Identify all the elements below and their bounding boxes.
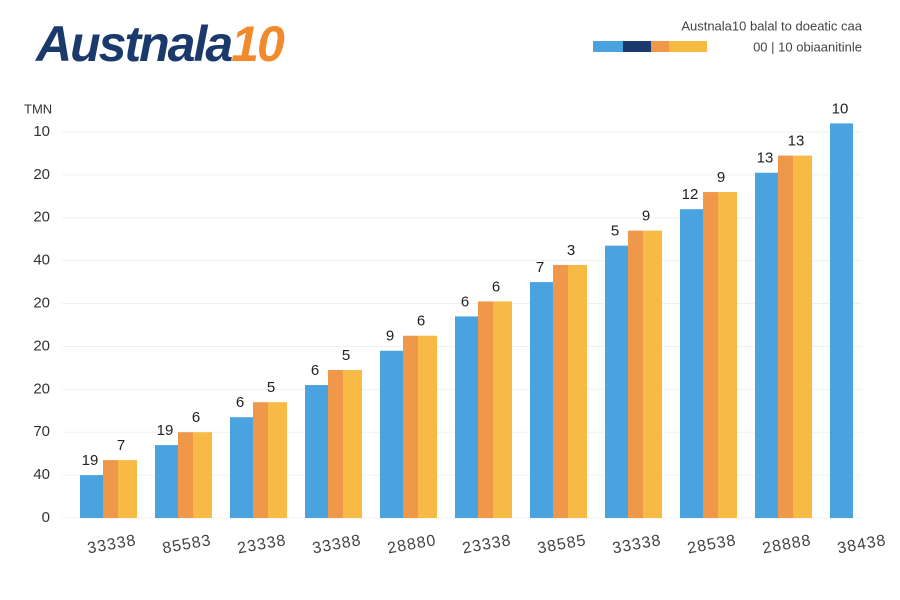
legend-swatch bbox=[593, 41, 623, 52]
x-tick-label: 28888 bbox=[761, 532, 813, 557]
bar-annotation: 6 bbox=[311, 362, 319, 379]
title-main: Austnala bbox=[34, 16, 232, 72]
bar bbox=[178, 432, 193, 518]
bar-annotation: 19 bbox=[82, 452, 99, 469]
bar bbox=[628, 230, 643, 518]
bar-annotation: 9 bbox=[386, 328, 394, 345]
y-tick-label: 40 bbox=[33, 466, 50, 483]
x-tick-label: 33388 bbox=[311, 532, 363, 557]
bar bbox=[455, 316, 478, 518]
bar bbox=[568, 264, 587, 518]
bar bbox=[478, 301, 493, 518]
bar-annotation: 6 bbox=[492, 278, 500, 295]
bar bbox=[793, 155, 812, 519]
bar bbox=[703, 192, 718, 519]
bar bbox=[230, 417, 253, 518]
bar-annotation: 5 bbox=[611, 223, 619, 240]
bar-annotation: 9 bbox=[642, 208, 650, 225]
title-suffix: 10 bbox=[231, 16, 285, 72]
x-tick-label: 23338 bbox=[461, 532, 513, 557]
bar-annotation: 5 bbox=[342, 347, 350, 364]
x-tick-label: 28538 bbox=[686, 532, 738, 557]
bar bbox=[268, 402, 287, 518]
y-axis-label: TMN bbox=[24, 101, 52, 116]
bar bbox=[103, 460, 118, 518]
y-tick-label: 20 bbox=[33, 380, 50, 397]
bar bbox=[530, 282, 553, 518]
y-tick-label: 20 bbox=[33, 209, 50, 226]
y-tick-label: 0 bbox=[42, 509, 50, 526]
x-tick-label: 38438 bbox=[836, 532, 888, 557]
bar-annotation: 6 bbox=[236, 394, 244, 411]
bar bbox=[305, 385, 328, 518]
bar-annotation: 6 bbox=[192, 409, 200, 426]
legend-swatch bbox=[651, 41, 669, 52]
bar bbox=[193, 432, 212, 518]
legend-subtext: 00 | 10 obiaanitinle bbox=[753, 39, 862, 54]
bar-annotation: 3 bbox=[567, 242, 575, 259]
x-tick-label: 33338 bbox=[86, 532, 138, 557]
y-tick-label: 40 bbox=[33, 252, 50, 269]
bar-annotation: 7 bbox=[117, 437, 125, 454]
y-tick-label: 20 bbox=[33, 337, 50, 354]
bar bbox=[155, 445, 178, 518]
bar bbox=[118, 460, 137, 518]
bar bbox=[80, 475, 103, 518]
legend-swatch bbox=[669, 41, 707, 52]
bar-annotation: 5 bbox=[267, 379, 275, 396]
chart-title: Austnala10 bbox=[34, 16, 285, 72]
y-tick-label: 70 bbox=[33, 423, 50, 440]
bar-annotation: 6 bbox=[461, 293, 469, 310]
bar bbox=[328, 370, 343, 518]
bar-annotation: 13 bbox=[757, 150, 774, 167]
bar bbox=[643, 230, 662, 518]
bar bbox=[680, 209, 703, 518]
bar bbox=[418, 335, 437, 518]
legend-swatch bbox=[623, 41, 651, 52]
x-tick-label: 85583 bbox=[161, 532, 213, 557]
bar bbox=[493, 301, 512, 518]
bar bbox=[718, 192, 737, 519]
bar bbox=[403, 335, 418, 518]
bar bbox=[605, 245, 628, 518]
bar bbox=[380, 350, 403, 518]
bar bbox=[830, 123, 853, 518]
bar bbox=[778, 155, 793, 519]
bar-annotation: 19 bbox=[157, 422, 174, 439]
y-tick-label: 10 bbox=[33, 123, 50, 140]
x-tick-label: 38585 bbox=[536, 532, 588, 557]
bar-annotation: 13 bbox=[788, 133, 805, 150]
x-tick-label: 33338 bbox=[611, 532, 663, 557]
y-tick-label: 20 bbox=[33, 166, 50, 183]
bar bbox=[755, 172, 778, 518]
legend-text: Austnala10 balal to doeatic caa bbox=[681, 18, 862, 33]
bar bbox=[553, 264, 568, 518]
bar-annotation: 12 bbox=[682, 186, 699, 203]
y-tick-label: 20 bbox=[33, 295, 50, 312]
bar-annotation: 7 bbox=[536, 259, 544, 276]
x-tick-label: 23338 bbox=[236, 532, 288, 557]
bar bbox=[253, 402, 268, 518]
bar-annotation: 10 bbox=[832, 100, 849, 117]
bar bbox=[343, 370, 362, 518]
bar-annotation: 6 bbox=[417, 313, 425, 330]
x-tick-label: 28880 bbox=[386, 532, 438, 557]
bar-annotation: 9 bbox=[717, 169, 725, 186]
